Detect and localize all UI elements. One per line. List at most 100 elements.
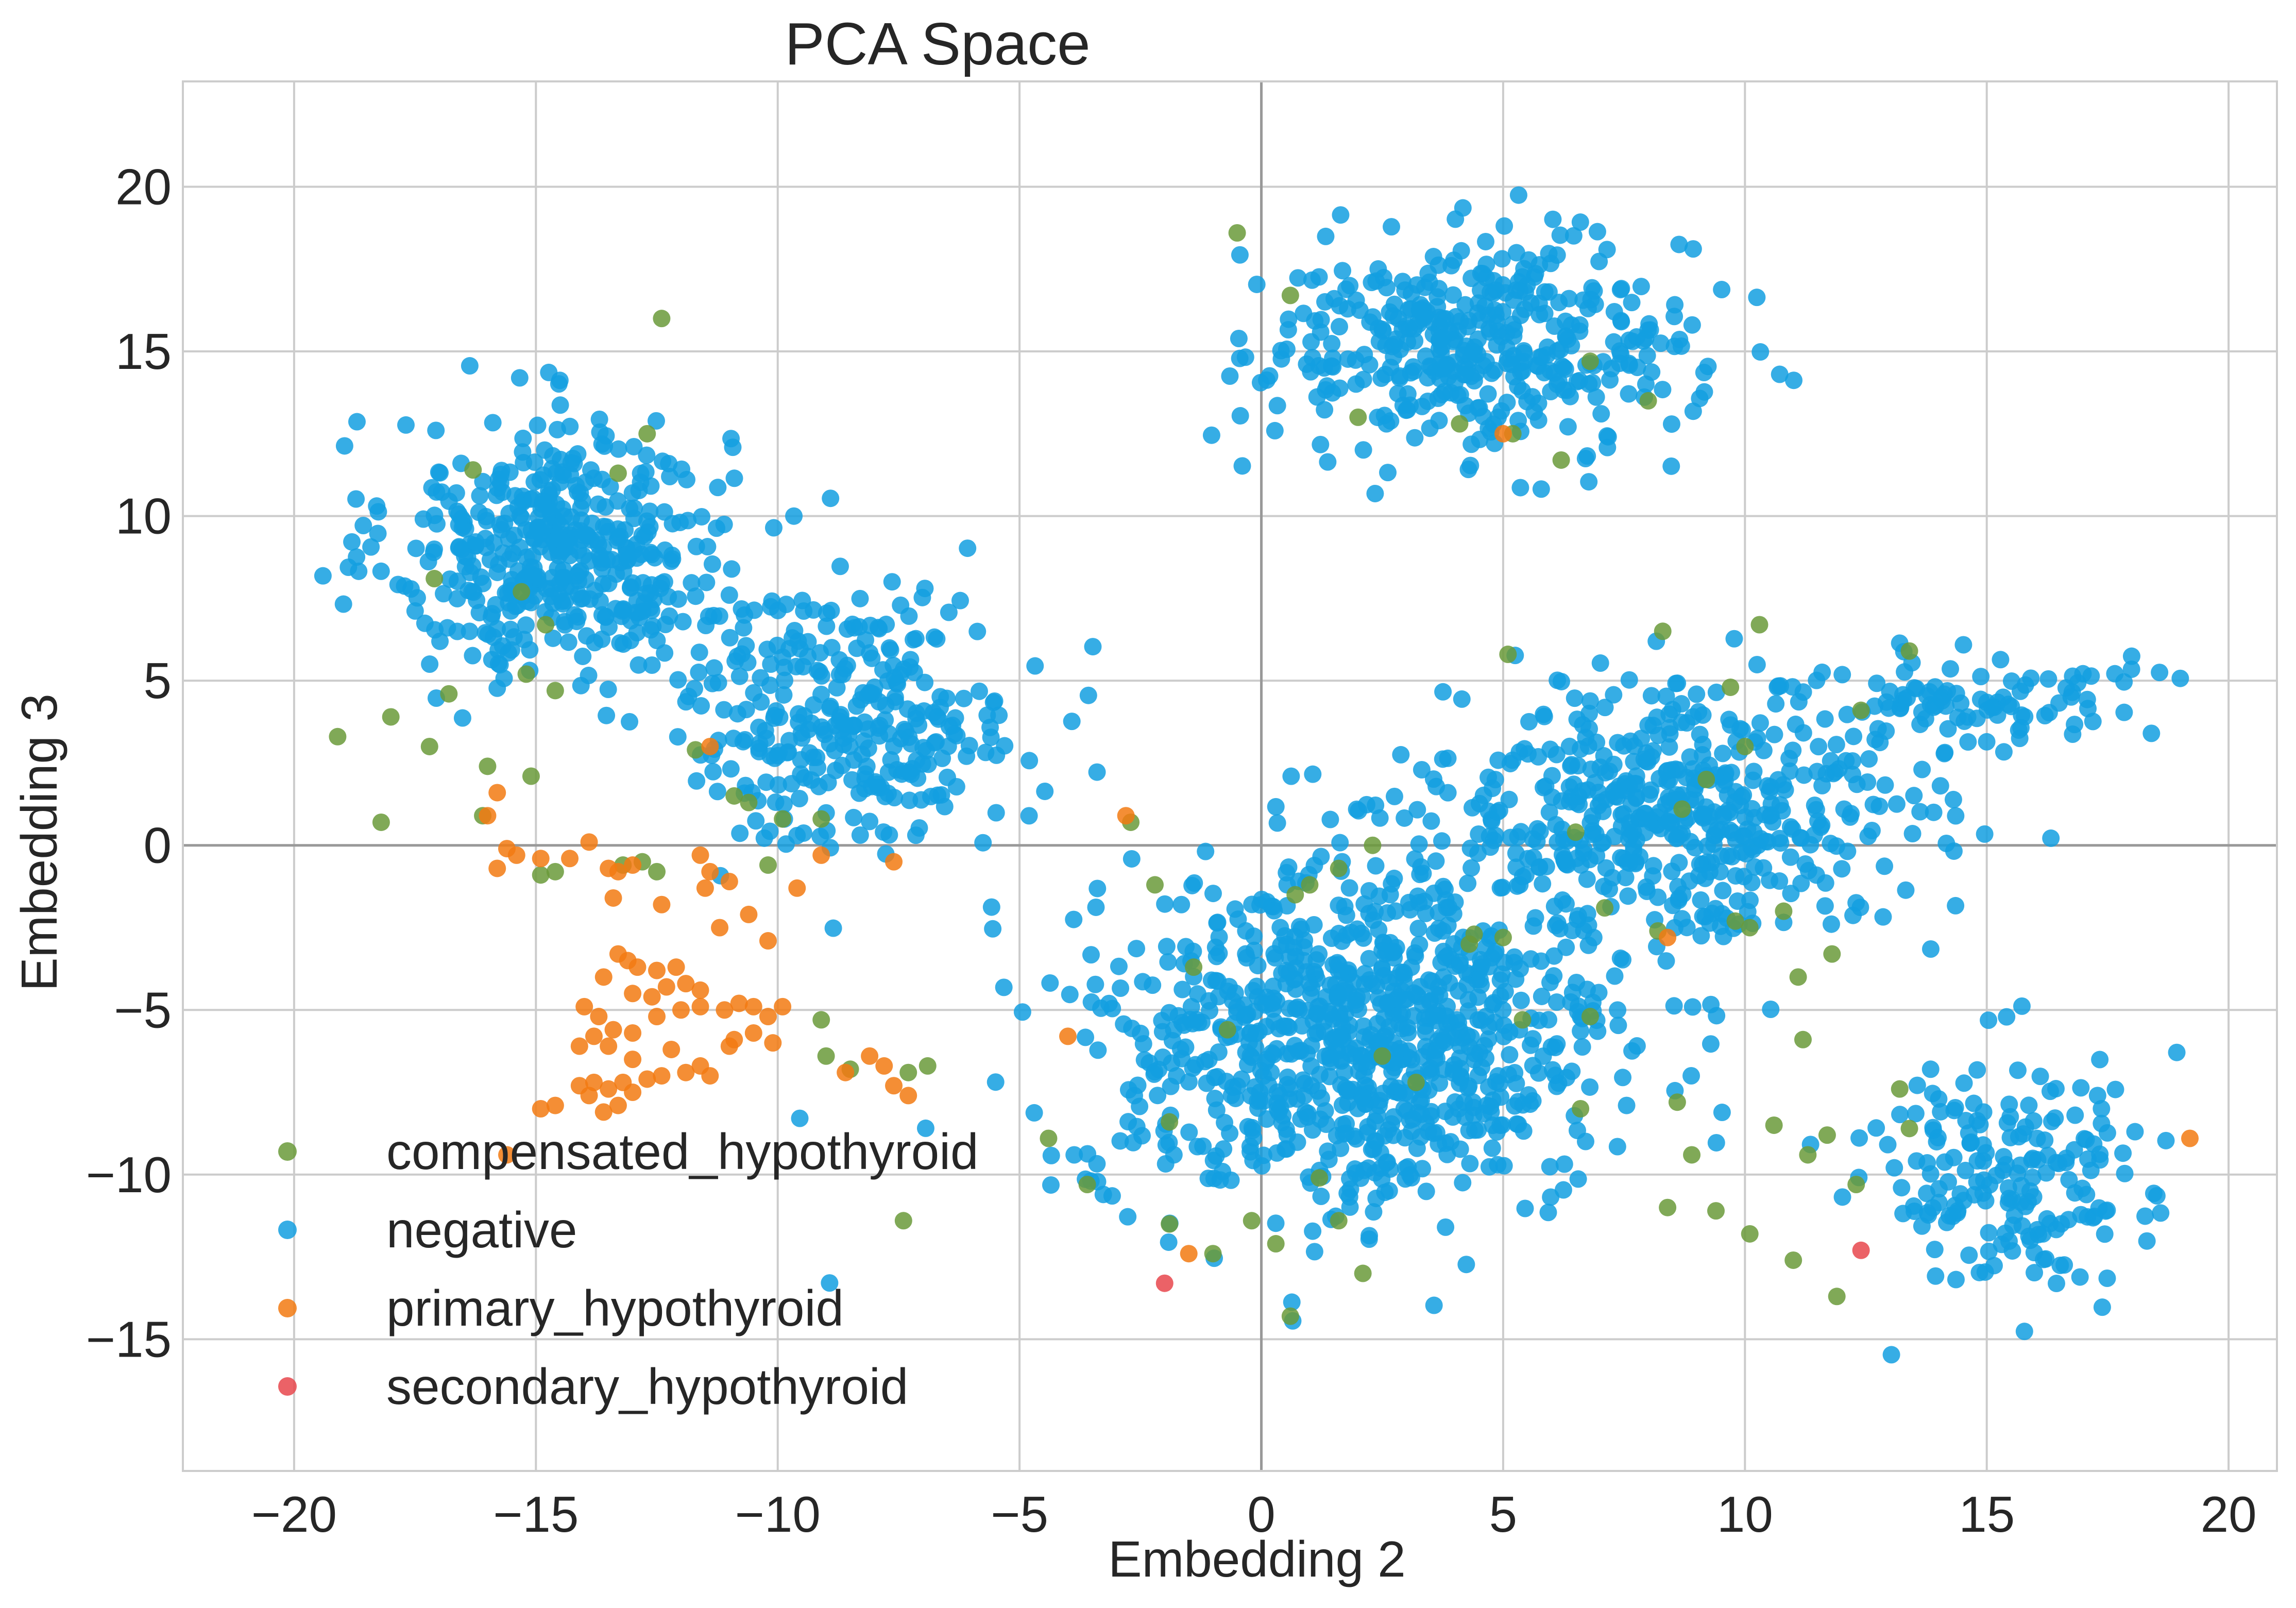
data-point — [2037, 1250, 2055, 1268]
data-point — [624, 856, 642, 874]
data-point — [2060, 1171, 2078, 1189]
data-point — [1397, 401, 1415, 419]
data-point — [1591, 654, 1609, 672]
data-point — [1317, 227, 1335, 245]
data-point — [1208, 914, 1226, 932]
data-point — [1233, 1070, 1251, 1088]
data-point — [1947, 685, 1965, 703]
data-point — [1231, 407, 1249, 425]
data-point — [1430, 978, 1448, 996]
data-point — [1998, 1114, 2016, 1132]
data-point — [1359, 1118, 1377, 1136]
data-point — [1337, 280, 1355, 298]
data-point — [861, 813, 879, 831]
data-point — [372, 562, 390, 580]
data-point — [1183, 876, 1201, 894]
data-point — [569, 608, 587, 626]
data-point — [677, 693, 695, 711]
data-point — [1526, 265, 1544, 283]
data-point — [1087, 898, 1105, 916]
data-point — [845, 751, 863, 769]
data-point — [1434, 750, 1452, 768]
data-point — [1302, 333, 1320, 351]
data-point — [600, 1037, 618, 1055]
data-point — [1119, 1113, 1137, 1131]
data-point — [1382, 412, 1400, 430]
data-point — [1816, 897, 1834, 915]
data-point — [1765, 1116, 1783, 1134]
data-point — [759, 856, 777, 874]
data-point — [1397, 1170, 1415, 1188]
data-point — [766, 706, 784, 724]
data-point — [793, 729, 811, 747]
data-point — [1936, 1153, 1954, 1171]
data-point — [1265, 902, 1283, 920]
data-point — [701, 862, 719, 881]
data-point — [707, 519, 725, 537]
data-point — [1794, 683, 1812, 701]
data-point — [1217, 1072, 1235, 1090]
data-point — [1470, 825, 1488, 843]
data-point — [1202, 426, 1220, 444]
data-point — [1333, 1096, 1351, 1114]
data-point — [669, 590, 687, 608]
data-point — [1789, 968, 1807, 986]
data-point — [1927, 697, 1945, 715]
data-point — [1404, 358, 1422, 376]
data-point — [1921, 940, 1940, 958]
data-point — [1972, 668, 1990, 686]
data-point — [1968, 1152, 1986, 1170]
data-point — [1065, 910, 1083, 928]
data-point — [1206, 1090, 1224, 1108]
data-point — [811, 644, 829, 662]
data-point — [1876, 776, 1894, 794]
data-point — [1308, 1005, 1326, 1023]
data-point — [1041, 974, 1059, 992]
data-point — [1219, 983, 1237, 1001]
data-point — [877, 615, 895, 633]
data-point — [1042, 1176, 1060, 1194]
data-point — [1580, 704, 1598, 722]
data-point — [1245, 927, 1263, 945]
data-point — [861, 684, 879, 702]
data-point — [1128, 940, 1146, 958]
data-point — [1406, 429, 1424, 447]
data-point — [959, 539, 977, 557]
data-point — [791, 1109, 809, 1127]
data-point — [1430, 309, 1448, 327]
data-point — [859, 720, 877, 738]
data-point — [1092, 999, 1110, 1017]
data-point — [1714, 882, 1732, 900]
data-point — [1389, 384, 1407, 402]
data-point — [1410, 835, 1428, 853]
data-point — [1672, 337, 1690, 355]
data-point — [932, 786, 950, 804]
data-point — [1838, 705, 1856, 723]
data-point — [1620, 671, 1638, 689]
data-point — [1728, 892, 1746, 910]
data-point — [2116, 1164, 2134, 1182]
data-point — [1869, 720, 1887, 738]
data-point — [1461, 1155, 1479, 1173]
data-point — [699, 538, 717, 556]
data-point — [1725, 630, 1743, 648]
data-point — [1947, 896, 1965, 915]
data-point — [1781, 762, 1799, 780]
data-point — [1438, 1014, 1456, 1032]
data-point — [1562, 756, 1580, 774]
data-point — [710, 607, 728, 625]
data-point — [1632, 278, 1650, 296]
data-point — [1461, 456, 1479, 475]
data-point — [1281, 1307, 1299, 1325]
data-point — [1385, 1108, 1403, 1126]
data-point — [1648, 708, 1666, 726]
data-point — [1363, 975, 1381, 993]
data-point — [1976, 825, 1994, 843]
data-point — [1393, 982, 1411, 1000]
data-point — [977, 743, 995, 761]
data-point — [1863, 822, 1881, 840]
data-point — [521, 641, 539, 659]
data-point — [2073, 1179, 2091, 1197]
data-point — [1425, 1296, 1443, 1314]
data-point — [725, 469, 743, 487]
